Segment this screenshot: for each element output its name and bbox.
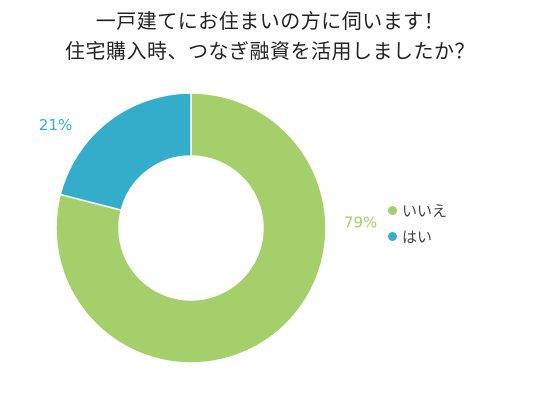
data-label-yes: 21% — [39, 116, 72, 134]
donut-slices — [55, 92, 327, 364]
legend: いいえ はい — [388, 197, 447, 249]
legend-item-no: いいえ — [388, 197, 447, 223]
donut-slice-yes — [59, 92, 192, 212]
chart-title-line-1: 一戸建てにお住まいの方に伺います！ — [95, 9, 445, 33]
chart-title: 一戸建てにお住まいの方に伺います！ 住宅購入時、つなぎ融資を活用しましたか？ — [0, 6, 540, 66]
legend-label-no: いいえ — [402, 201, 448, 220]
legend-label-yes: はい — [402, 227, 433, 246]
legend-marker-no — [388, 205, 397, 215]
chart-title-line-2: 住宅購入時、つなぎ融資を活用しましたか？ — [65, 39, 475, 63]
data-labels: 79% 21% — [39, 116, 377, 232]
donut-slice-no — [55, 92, 327, 364]
data-label-no: 79% — [344, 213, 377, 231]
legend-item-yes: はい — [388, 223, 447, 249]
legend-marker-yes — [388, 231, 397, 241]
